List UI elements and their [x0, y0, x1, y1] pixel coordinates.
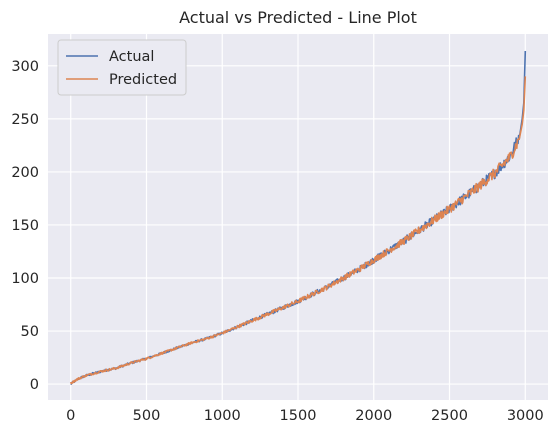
x-tick-label: 1500: [280, 408, 317, 424]
y-tick-label: 50: [21, 324, 39, 340]
y-tick-label: 100: [11, 271, 39, 287]
y-tick-label: 0: [30, 377, 39, 393]
series-line-predicted: [69, 76, 527, 385]
legend-label-predicted: Predicted: [109, 72, 177, 88]
x-tick-label: 1000: [204, 408, 241, 424]
y-axis-ticks: 0 50 100 150 200 250 300: [11, 59, 39, 393]
y-tick-label: 250: [11, 112, 39, 128]
y-tick-label: 300: [11, 59, 39, 75]
y-tick-label: 150: [11, 218, 39, 234]
x-tick-label: 0: [66, 408, 75, 424]
legend-label-actual: Actual: [109, 49, 154, 65]
grid-lines: [48, 34, 548, 400]
chart-title: Actual vs Predicted - Line Plot: [179, 8, 417, 27]
x-tick-label: 3000: [507, 408, 544, 424]
x-tick-label: 2500: [431, 408, 468, 424]
x-axis-ticks: 0 500 1000 1500 2000 2500 3000: [66, 408, 544, 424]
x-tick-label: 500: [133, 408, 161, 424]
legend-box: [57, 39, 187, 96]
legend: Actual Predicted: [57, 39, 187, 96]
series-lines: [69, 50, 527, 385]
x-tick-label: 2000: [355, 408, 392, 424]
y-tick-label: 200: [11, 165, 39, 181]
